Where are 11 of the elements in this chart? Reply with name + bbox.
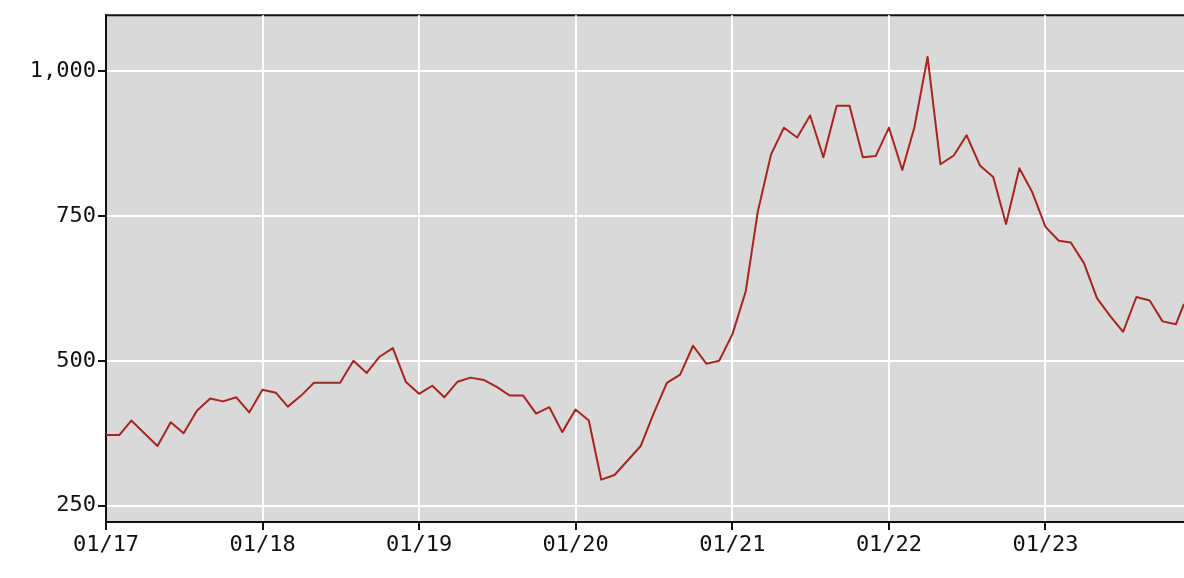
- y-tick-label: 1,000: [29, 56, 96, 82]
- x-tick-label: 01/19: [385, 530, 453, 556]
- x-tick-label: 01/20: [542, 530, 609, 556]
- y-tick-label: 750: [56, 201, 96, 227]
- x-tick-label: 01/21: [699, 530, 766, 556]
- y-tick-label: 500: [56, 346, 96, 372]
- x-tick-label: 01/18: [229, 530, 296, 556]
- y-tick-label: 250: [56, 491, 96, 517]
- x-tick-label: 01/22: [855, 530, 923, 556]
- x-tick-label: 01/17: [72, 530, 140, 556]
- x-tick-label: 01/23: [1012, 530, 1079, 556]
